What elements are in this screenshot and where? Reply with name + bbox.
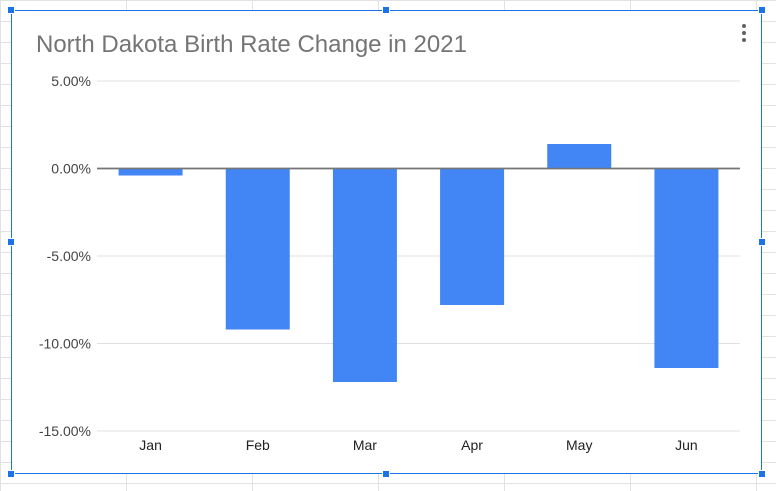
chart-title: North Dakota Birth Rate Change in 2021	[36, 31, 467, 58]
bar-mar	[332, 168, 397, 382]
more-vert-icon[interactable]	[737, 21, 751, 45]
y-tick-label: -5.00%	[47, 248, 91, 264]
bar-apr	[440, 168, 505, 305]
x-tick-label: Jan	[139, 437, 162, 453]
chart-container[interactable]: North Dakota Birth Rate Change in 2021 5…	[11, 10, 762, 474]
resize-handle-middle-left[interactable]	[7, 238, 15, 246]
x-tick-label: Mar	[353, 437, 377, 453]
x-tick-label: May	[566, 437, 592, 453]
x-tick-label: Jun	[675, 437, 698, 453]
resize-handle-middle-right[interactable]	[758, 238, 766, 246]
y-tick-label: -15.00%	[39, 423, 91, 439]
resize-handle-top-left[interactable]	[7, 6, 15, 14]
bar-jun	[654, 168, 719, 368]
bar-feb	[225, 168, 290, 330]
y-tick-label: -10.00%	[39, 336, 91, 352]
bar-chart: 5.00% 0.00% -5.00% -10.00% -15.00% Jan Feb Mar A…	[39, 73, 740, 453]
resize-handle-bottom-left[interactable]	[7, 470, 15, 478]
x-tick-label: Feb	[246, 437, 270, 453]
bar-may	[547, 144, 612, 169]
resize-handle-top-right[interactable]	[758, 6, 766, 14]
bar-jan	[118, 168, 183, 176]
resize-handle-bottom-center[interactable]	[382, 470, 390, 478]
x-tick-label: Apr	[461, 437, 483, 453]
resize-handle-bottom-right[interactable]	[758, 470, 766, 478]
y-tick-label: 0.00%	[51, 161, 91, 177]
resize-handle-top-center[interactable]	[382, 6, 390, 14]
y-tick-label: 5.00%	[51, 73, 91, 89]
